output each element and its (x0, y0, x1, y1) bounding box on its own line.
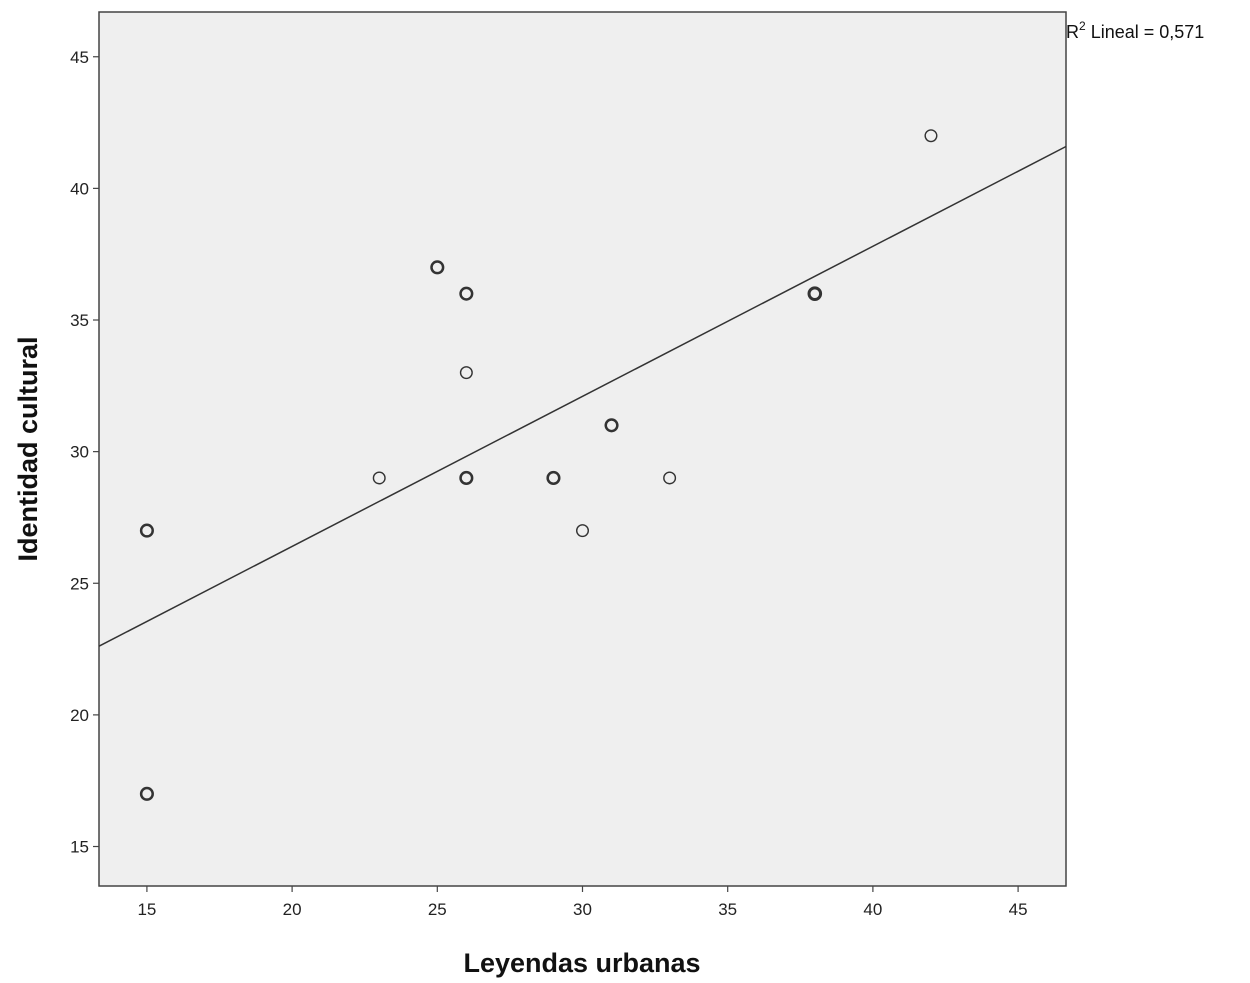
y-tick-label: 35 (70, 311, 89, 330)
x-tick-label: 45 (1009, 900, 1028, 919)
y-tick-label: 25 (70, 574, 89, 593)
scatter-point (459, 470, 474, 486)
scatter-point (546, 470, 561, 486)
x-tick-label: 15 (137, 900, 156, 919)
x-axis-title: Leyendas urbanas (463, 948, 700, 978)
r2-prefix: R (1066, 22, 1079, 42)
x-tick-label: 40 (863, 900, 882, 919)
scatter-point (430, 260, 445, 275)
scatter-point (459, 286, 474, 301)
fit-line (98, 145, 1067, 647)
y-tick-label: 15 (70, 838, 89, 857)
scatter-point (604, 418, 619, 433)
x-tick-label: 30 (573, 900, 592, 919)
scatter-point (139, 786, 154, 801)
x-tick-label: 35 (718, 900, 737, 919)
scatter-point (663, 471, 677, 485)
scatter-point (576, 524, 590, 538)
scatter-point (459, 366, 473, 380)
y-tick-label: 40 (70, 179, 89, 198)
r2-superscript: 2 (1079, 19, 1086, 33)
x-tick-label: 25 (428, 900, 447, 919)
y-tick-label: 30 (70, 443, 89, 462)
plot-area (98, 11, 1067, 887)
y-tick-label: 45 (70, 48, 89, 67)
scatter-point (139, 523, 154, 538)
y-tick-label: 20 (70, 706, 89, 725)
scatter-point (372, 471, 386, 485)
x-tick-label: 20 (283, 900, 302, 919)
r2-legend-label: R2 Lineal = 0,571 (1066, 19, 1204, 42)
y-axis-title: Identidad cultural (13, 336, 43, 561)
scatter-point (807, 286, 823, 301)
scatter-point (924, 129, 938, 143)
r2-value: Lineal = 0,571 (1086, 22, 1205, 42)
